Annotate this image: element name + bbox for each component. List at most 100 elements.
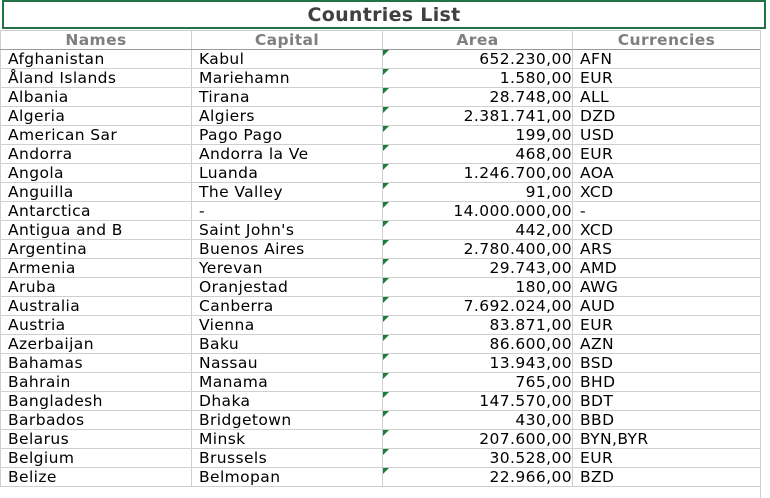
- area-cell[interactable]: 199,00: [382, 125, 573, 145]
- capital-cell[interactable]: -: [191, 201, 383, 221]
- capital-cell[interactable]: Brussels: [191, 448, 383, 468]
- area-cell[interactable]: 7.692.024,00: [382, 296, 573, 316]
- capital-cell[interactable]: Yerevan: [191, 258, 383, 278]
- currency-cell[interactable]: BZD: [572, 467, 761, 487]
- currency-cell[interactable]: USD: [572, 125, 761, 145]
- area-cell[interactable]: 86.600,00: [382, 334, 573, 354]
- currency-cell[interactable]: -: [572, 201, 761, 221]
- capital-cell[interactable]: Algiers: [191, 106, 383, 126]
- area-cell[interactable]: 28.748,00: [382, 87, 573, 107]
- area-cell[interactable]: 30.528,00: [382, 448, 573, 468]
- name-cell[interactable]: Albania: [0, 87, 192, 107]
- name-cell[interactable]: Anguilla: [0, 182, 192, 202]
- capital-cell[interactable]: Tirana: [191, 87, 383, 107]
- capital-cell[interactable]: Canberra: [191, 296, 383, 316]
- area-cell[interactable]: 91,00: [382, 182, 573, 202]
- area-cell[interactable]: 1.580,00: [382, 68, 573, 88]
- area-cell[interactable]: 430,00: [382, 410, 573, 430]
- currency-cell[interactable]: DZD: [572, 106, 761, 126]
- currency-cell[interactable]: AUD: [572, 296, 761, 316]
- area-cell[interactable]: 13.943,00: [382, 353, 573, 373]
- name-cell[interactable]: Bangladesh: [0, 391, 192, 411]
- area-cell[interactable]: 652.230,00: [382, 49, 573, 69]
- currency-cell[interactable]: BDT: [572, 391, 761, 411]
- capital-cell[interactable]: Nassau: [191, 353, 383, 373]
- name-cell[interactable]: American Sar: [0, 125, 192, 145]
- area-cell[interactable]: 22.966,00: [382, 467, 573, 487]
- capital-cell[interactable]: Luanda: [191, 163, 383, 183]
- capital-cell[interactable]: Mariehamn: [191, 68, 383, 88]
- currency-cell[interactable]: BHD: [572, 372, 761, 392]
- name-cell[interactable]: Austria: [0, 315, 192, 335]
- capital-cell[interactable]: Manama: [191, 372, 383, 392]
- currency-cell[interactable]: AFN: [572, 49, 761, 69]
- area-cell[interactable]: 765,00: [382, 372, 573, 392]
- name-cell[interactable]: Belize: [0, 467, 192, 487]
- currency-cell[interactable]: BYN,BYR: [572, 429, 761, 449]
- currency-cell[interactable]: EUR: [572, 448, 761, 468]
- capital-cell[interactable]: Kabul: [191, 49, 383, 69]
- currency-cell[interactable]: XCD: [572, 182, 761, 202]
- name-cell[interactable]: Aruba: [0, 277, 192, 297]
- area-cell[interactable]: 1.246.700,00: [382, 163, 573, 183]
- name-cell[interactable]: Australia: [0, 296, 192, 316]
- capital-cell[interactable]: Minsk: [191, 429, 383, 449]
- currency-cell[interactable]: EUR: [572, 68, 761, 88]
- name-cell[interactable]: Angola: [0, 163, 192, 183]
- name-cell[interactable]: Azerbaijan: [0, 334, 192, 354]
- area-cell[interactable]: 29.743,00: [382, 258, 573, 278]
- name-cell[interactable]: Belarus: [0, 429, 192, 449]
- capital-cell[interactable]: Pago Pago: [191, 125, 383, 145]
- currency-cell[interactable]: BSD: [572, 353, 761, 373]
- capital-cell[interactable]: Oranjestad: [191, 277, 383, 297]
- name-cell[interactable]: Andorra: [0, 144, 192, 164]
- area-cell[interactable]: 83.871,00: [382, 315, 573, 335]
- name-cell[interactable]: Åland Islands: [0, 68, 192, 88]
- currency-cell[interactable]: EUR: [572, 315, 761, 335]
- name-cell[interactable]: Armenia: [0, 258, 192, 278]
- name-cell[interactable]: Bahamas: [0, 353, 192, 373]
- capital-cell[interactable]: Andorra la Ve: [191, 144, 383, 164]
- name-cell[interactable]: Antigua and B: [0, 220, 192, 240]
- capital-cell[interactable]: Dhaka: [191, 391, 383, 411]
- header-names[interactable]: Names: [0, 30, 192, 50]
- area-cell[interactable]: 468,00: [382, 144, 573, 164]
- area-cell[interactable]: 442,00: [382, 220, 573, 240]
- capital-cell[interactable]: Bridgetown: [191, 410, 383, 430]
- currency-cell[interactable]: XCD: [572, 220, 761, 240]
- next-column-edge[interactable]: [760, 30, 770, 498]
- currency-cell[interactable]: EUR: [572, 144, 761, 164]
- capital-cell[interactable]: Belmopan: [191, 467, 383, 487]
- area-cell[interactable]: 180,00: [382, 277, 573, 297]
- name-cell[interactable]: Algeria: [0, 106, 192, 126]
- currency-cell[interactable]: AWG: [572, 277, 761, 297]
- capital-cell[interactable]: Vienna: [191, 315, 383, 335]
- area-cell[interactable]: 14.000.000,00: [382, 201, 573, 221]
- area-cell[interactable]: 147.570,00: [382, 391, 573, 411]
- currency-cell[interactable]: AZN: [572, 334, 761, 354]
- name-cell[interactable]: Bahrain: [0, 372, 192, 392]
- header-currencies[interactable]: Currencies: [572, 30, 761, 50]
- area-cell[interactable]: 2.780.400,00: [382, 239, 573, 259]
- capital-cell[interactable]: Buenos Aires: [191, 239, 383, 259]
- area-value: 13.943,00: [489, 354, 572, 372]
- name-cell[interactable]: Antarctica: [0, 201, 192, 221]
- header-capital[interactable]: Capital: [191, 30, 383, 50]
- header-area[interactable]: Area: [382, 30, 573, 50]
- name-cell[interactable]: Afghanistan: [0, 49, 192, 69]
- currency-cell[interactable]: ARS: [572, 239, 761, 259]
- capital-cell[interactable]: Saint John's: [191, 220, 383, 240]
- capital-cell[interactable]: Baku: [191, 334, 383, 354]
- capital-cell[interactable]: The Valley: [191, 182, 383, 202]
- currency-cell[interactable]: AMD: [572, 258, 761, 278]
- area-cell[interactable]: 2.381.741,00: [382, 106, 573, 126]
- currency-cell[interactable]: AOA: [572, 163, 761, 183]
- name-cell[interactable]: Barbados: [0, 410, 192, 430]
- currency-cell[interactable]: ALL: [572, 87, 761, 107]
- name-cell[interactable]: Argentina: [0, 239, 192, 259]
- area-cell[interactable]: 207.600,00: [382, 429, 573, 449]
- table-row: Anguilla The Valley 91,00 XCD: [0, 182, 761, 202]
- title-cell[interactable]: Countries List: [2, 0, 766, 29]
- name-cell[interactable]: Belgium: [0, 448, 192, 468]
- currency-cell[interactable]: BBD: [572, 410, 761, 430]
